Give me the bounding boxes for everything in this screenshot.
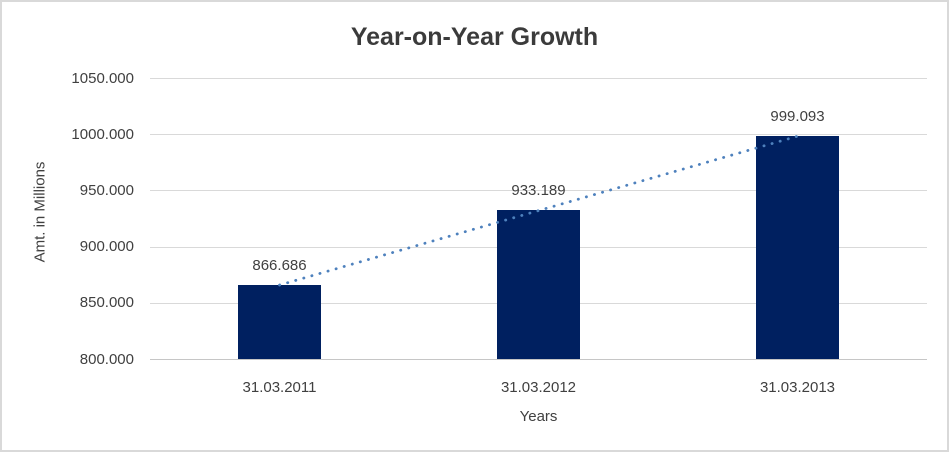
chart-title: Year-on-Year Growth [350,23,599,51]
bar [238,284,321,360]
x-tick-label: 31.03.2012 [500,379,577,396]
y-tick-label: 1000.000 [71,125,134,143]
bar-value-label: 933.189 [511,181,566,199]
x-axis-title: Years [519,408,558,425]
y-tick-label: 1050.000 [71,69,134,87]
gridline [150,78,927,79]
y-tick-label: 950.000 [79,181,134,199]
bar-value-label: 866.686 [252,256,307,274]
y-tick-label: 850.000 [79,294,134,312]
bar [756,135,839,360]
x-tick-label: 31.03.2013 [759,379,836,396]
x-tick-label: 31.03.2011 [242,379,317,396]
bar-value-label: 999.093 [770,107,825,125]
y-tick-label: 800.000 [79,350,134,368]
y-tick-label: 900.000 [79,238,134,256]
bar [497,209,580,360]
